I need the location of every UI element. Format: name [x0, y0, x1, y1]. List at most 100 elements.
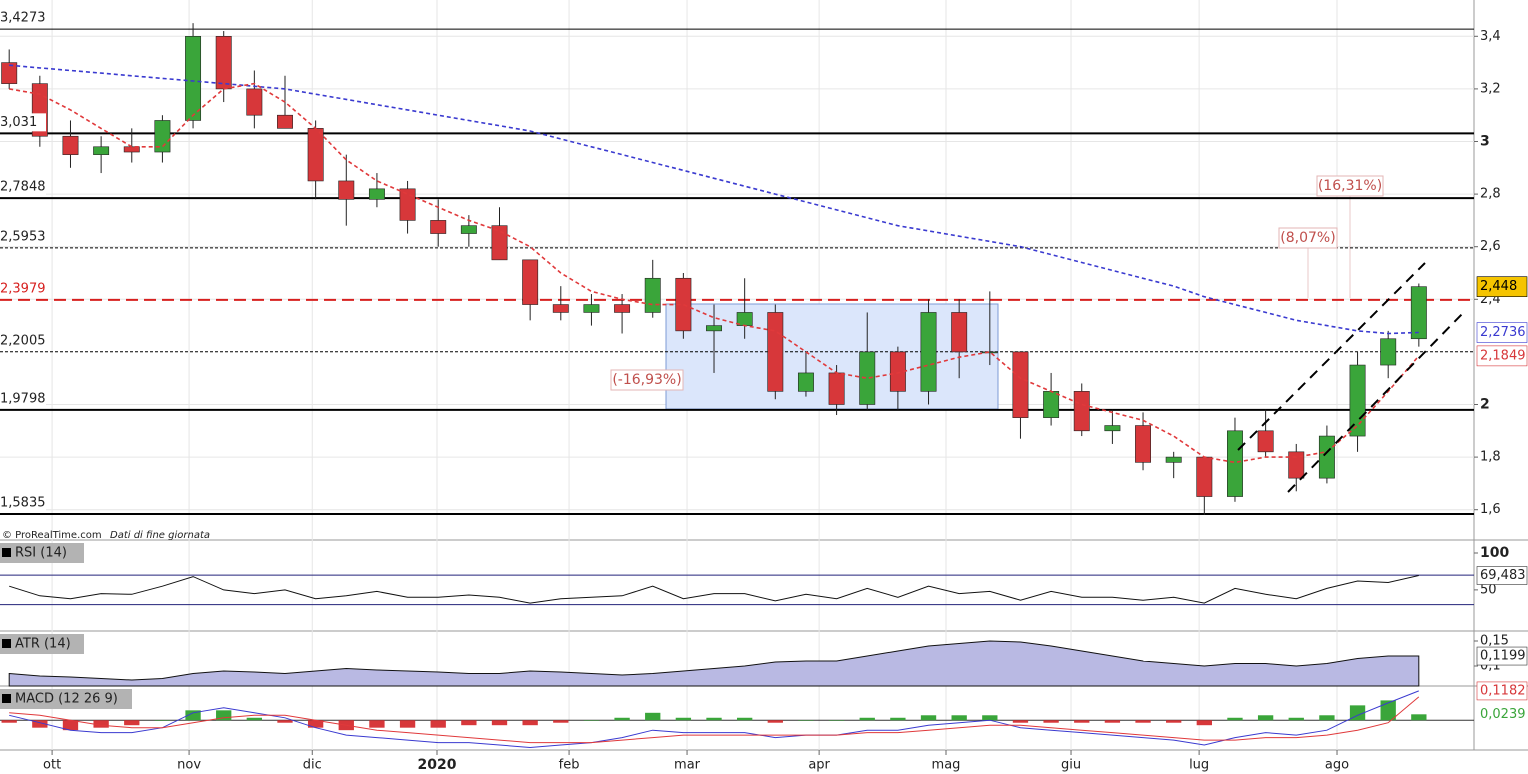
histogram-bar: [399, 720, 416, 728]
signal-line: [9, 696, 1420, 744]
value-label: 2,2736: [1480, 325, 1526, 340]
candle-body: [430, 220, 447, 234]
candle-body: [767, 312, 784, 392]
histogram-bar: [124, 720, 140, 726]
candle-body: [828, 372, 845, 405]
candle-body: [951, 312, 968, 353]
value-label: 0,0239: [1480, 707, 1526, 722]
x-tick-label: lug: [1189, 758, 1209, 773]
x-tick-label: ott: [43, 758, 61, 773]
histogram-bar: [982, 715, 998, 721]
candle-body: [215, 35, 232, 90]
candle-body: [123, 146, 140, 153]
candle-body: [1288, 451, 1305, 479]
annotation: (-16,93%): [612, 372, 681, 388]
value-label: 0,1182: [1480, 683, 1526, 698]
candle-body: [491, 225, 508, 261]
indicator-swatch: [2, 694, 11, 703]
x-tick-label: mar: [674, 758, 701, 773]
indicator-line: [9, 575, 1419, 604]
histogram-bar: [1012, 720, 1029, 723]
candle-body: [185, 35, 202, 121]
x-tick-label: mag: [932, 758, 961, 773]
candle-body: [1257, 430, 1274, 453]
histogram-bar: [1227, 717, 1243, 721]
x-tick-label: dic: [303, 758, 322, 773]
value-label: 2,1849: [1480, 348, 1526, 363]
candle-body: [1, 62, 18, 84]
histogram-bar: [461, 720, 477, 726]
histogram-bar: [185, 710, 201, 721]
level-label-bg: [0, 113, 46, 132]
value-label-bg: [1476, 646, 1528, 666]
histogram-bar: [430, 720, 446, 728]
histogram-bar: [737, 717, 753, 721]
indicator-label: MACD (12 26 9): [15, 692, 118, 707]
histogram-bar: [216, 710, 232, 721]
indicator-label-bg: [0, 543, 84, 563]
candle-body: [1135, 425, 1152, 463]
histogram-bar: [890, 717, 906, 721]
histogram-bar: [62, 720, 79, 731]
histogram-bar: [246, 717, 263, 721]
histogram-bar: [1288, 717, 1304, 721]
histogram-bar: [32, 720, 48, 728]
x-tick-label: 2020: [418, 757, 457, 773]
level-label-bg: [0, 178, 46, 197]
overlay-layer: ott nov dic 2020 feb mar apr mag giu lug ago 3,4 3,2…: [0, 9, 1528, 773]
candle-body: [889, 351, 906, 392]
indicator-label-bg: [0, 689, 132, 709]
value-label: 69,483: [1480, 568, 1526, 583]
y-tick-label: 3: [1480, 134, 1490, 150]
candle-body: [62, 135, 79, 155]
candle-body: [614, 304, 631, 313]
y-tick-label: 100: [1480, 545, 1509, 561]
candle-body: [460, 225, 477, 234]
indicator-label-bg: [0, 634, 84, 654]
histogram-bar: [1380, 700, 1396, 721]
value-label-bg: [1477, 705, 1527, 724]
plot-layer: [0, 23, 1474, 749]
histogram-bar: [1349, 705, 1366, 721]
histogram-bar: [828, 720, 845, 721]
annotation-box: [1278, 227, 1338, 249]
indicator-area: [8, 640, 1420, 687]
candle-body: [154, 120, 171, 153]
candle-body: [706, 325, 722, 332]
candle-body: [981, 351, 998, 354]
level-label: 2,3979: [0, 281, 46, 296]
histogram-bar: [1104, 720, 1121, 723]
y-tick-label: 2,6: [1480, 239, 1501, 254]
channel-line: [1287, 309, 1467, 493]
level-label-bg: [0, 227, 46, 246]
y-tick-label: 2,8: [1480, 187, 1501, 202]
indicator-swatch: [2, 639, 11, 648]
level-label-bg: [0, 389, 46, 408]
value-label: 0,1199: [1480, 649, 1526, 664]
candle-body: [246, 88, 263, 116]
candle-body: [1165, 456, 1182, 463]
candle-body: [277, 114, 293, 129]
level-label-bg: [0, 331, 46, 350]
y-tick-label: 1,6: [1480, 502, 1501, 517]
candle-body: [1012, 351, 1029, 418]
histogram-bar: [1166, 720, 1182, 723]
moving-average: [9, 64, 1419, 335]
histogram-bar: [1043, 720, 1059, 723]
candle-body: [338, 180, 355, 200]
annotation: (16,31%): [1318, 178, 1382, 194]
histogram-bar: [1319, 715, 1335, 721]
source: © ProRealTime.com: [2, 530, 102, 541]
histogram-bar: [1, 720, 17, 723]
histogram-bar: [369, 720, 385, 728]
level-label: 3,4273: [0, 11, 46, 26]
candle-body: [307, 128, 324, 182]
level-label: 1,5835: [0, 496, 46, 511]
candle-body: [920, 312, 937, 392]
level-label-bg: [0, 279, 46, 298]
x-tick-label: apr: [808, 758, 830, 773]
level-label: 1,9798: [0, 391, 46, 406]
level-label-bg: [0, 494, 46, 513]
y-tick-label: 2: [1480, 397, 1490, 413]
histogram-bar: [1074, 720, 1090, 723]
